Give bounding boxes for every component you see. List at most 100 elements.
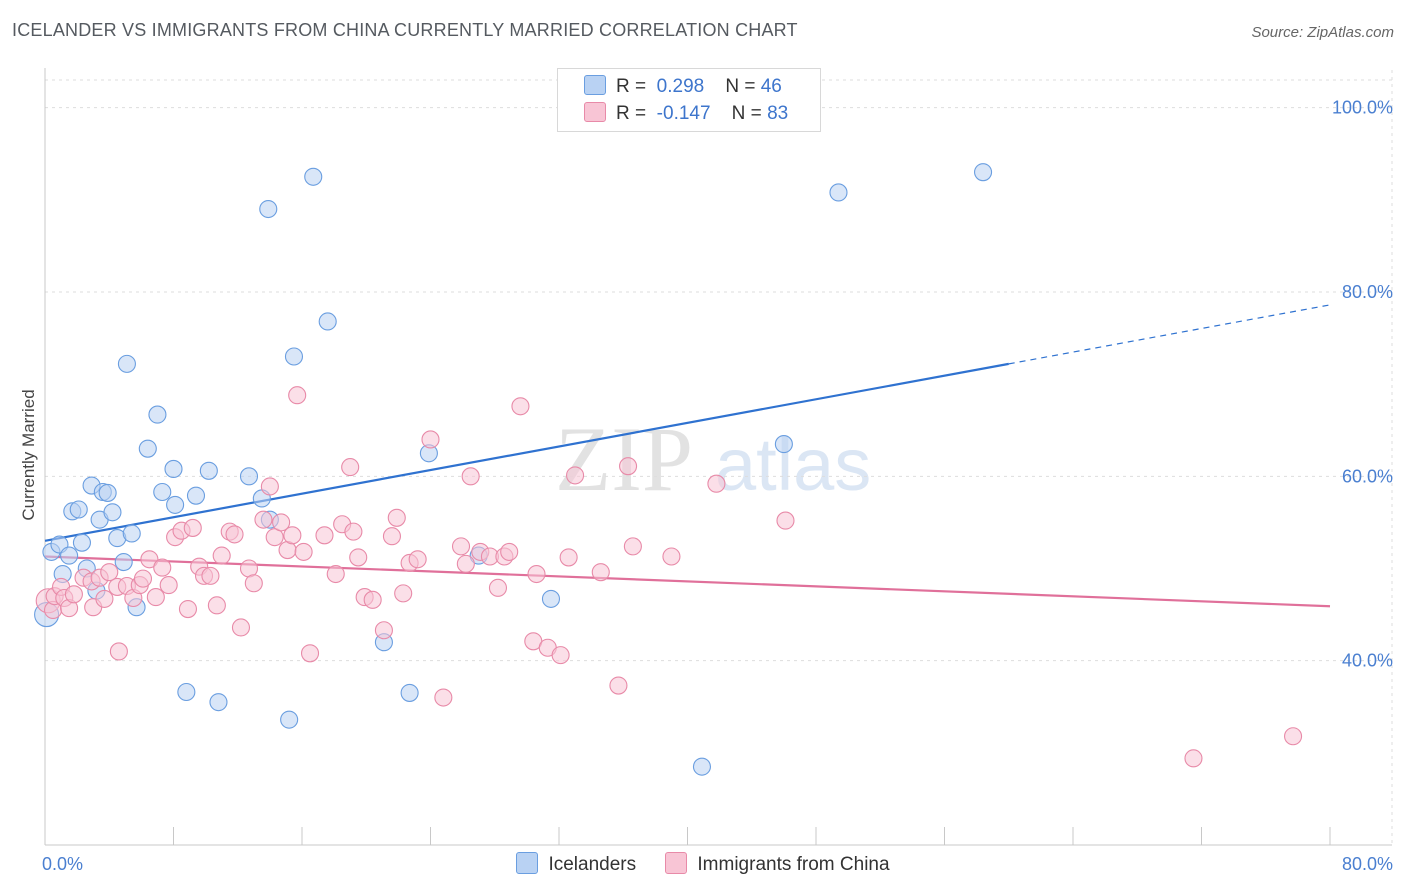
n-value: 83 bbox=[767, 103, 789, 124]
china-point bbox=[394, 584, 413, 603]
china-point bbox=[551, 646, 570, 665]
china-point bbox=[776, 511, 795, 530]
china-point bbox=[421, 430, 440, 449]
china-point bbox=[1184, 749, 1203, 768]
china-point bbox=[456, 554, 475, 573]
china-point bbox=[178, 599, 198, 619]
y-tick-label: 80.0% bbox=[1342, 282, 1393, 302]
icelander-point bbox=[166, 495, 185, 514]
legend-item-china[interactable]: Immigrants from China bbox=[665, 852, 890, 876]
china-point bbox=[146, 588, 165, 607]
china-point bbox=[283, 526, 302, 545]
icelander-point bbox=[774, 435, 793, 454]
china-point bbox=[707, 474, 726, 493]
icelander-point bbox=[400, 683, 419, 702]
icelander-point bbox=[98, 483, 117, 502]
china-point bbox=[212, 546, 231, 565]
y-axis-label: Currently Married bbox=[19, 389, 38, 520]
china-point bbox=[623, 537, 642, 556]
icelander-trend-extension bbox=[1008, 304, 1331, 365]
icelander-point bbox=[186, 486, 206, 505]
x-tick-label: 0.0% bbox=[42, 854, 83, 874]
china-point bbox=[95, 589, 114, 608]
icelander-point bbox=[72, 533, 91, 552]
china-point bbox=[254, 510, 273, 529]
icelander-point bbox=[164, 459, 183, 479]
icelander-point bbox=[117, 354, 136, 373]
china-trend-line bbox=[44, 555, 1331, 608]
icelander-point bbox=[69, 500, 88, 519]
china-point bbox=[140, 550, 159, 569]
china-point bbox=[159, 576, 178, 595]
china-point bbox=[272, 513, 291, 532]
icelander-point bbox=[199, 461, 218, 480]
icelander-point bbox=[541, 589, 561, 608]
trend-lines bbox=[44, 304, 1331, 608]
icelander-point bbox=[259, 199, 278, 219]
china-point bbox=[662, 547, 681, 566]
chart-title: ICELANDER VS IMMIGRANTS FROM CHINA CURRE… bbox=[12, 20, 798, 40]
legend-label: Immigrants from China bbox=[697, 854, 890, 875]
icelander-point bbox=[318, 312, 337, 331]
r-value: -0.147 bbox=[656, 103, 711, 124]
china-point bbox=[559, 548, 578, 567]
axes bbox=[44, 68, 1392, 846]
icelander-point bbox=[114, 552, 133, 572]
y-tick-label: 40.0% bbox=[1342, 651, 1393, 671]
china-point bbox=[133, 569, 153, 588]
legend-label: Icelanders bbox=[548, 854, 637, 875]
icelander-point bbox=[973, 163, 993, 182]
china-point bbox=[244, 574, 263, 593]
legend-item-icelanders[interactable]: Icelanders bbox=[516, 852, 636, 876]
china-point bbox=[344, 522, 363, 541]
china-point bbox=[64, 585, 83, 604]
icelander-point bbox=[304, 167, 323, 186]
china-point bbox=[300, 644, 320, 663]
china-point bbox=[609, 676, 628, 695]
china-point bbox=[341, 458, 360, 477]
icelander-point bbox=[239, 467, 259, 486]
china-point bbox=[100, 563, 119, 582]
china-point bbox=[591, 563, 610, 582]
icelander-point bbox=[153, 482, 172, 502]
x-tick-label: 80.0% bbox=[1342, 854, 1393, 874]
china-point bbox=[207, 596, 226, 615]
n-label: N = bbox=[725, 76, 756, 97]
china-point bbox=[201, 566, 220, 585]
stats-legend: R = 0.298 N = 46 R = -0.147 N = 83 bbox=[557, 68, 821, 132]
china-point bbox=[349, 548, 368, 567]
blue-swatch-icon bbox=[516, 852, 539, 874]
china-point bbox=[619, 457, 638, 476]
china-point bbox=[511, 397, 530, 416]
pink-swatch-icon bbox=[665, 852, 688, 874]
icelander-point bbox=[692, 757, 712, 776]
icelander-point bbox=[284, 347, 304, 366]
icelander-point bbox=[177, 682, 196, 702]
n-label: N = bbox=[731, 103, 762, 124]
n-value: 46 bbox=[760, 76, 782, 97]
icelander-point bbox=[829, 183, 848, 202]
china-point bbox=[183, 518, 202, 537]
china-point bbox=[260, 477, 279, 496]
china-point bbox=[500, 542, 519, 561]
icelander-point bbox=[138, 439, 157, 458]
china-point bbox=[225, 525, 244, 544]
china-point bbox=[566, 466, 585, 485]
r-label: R = bbox=[616, 103, 647, 124]
r-label: R = bbox=[616, 76, 647, 97]
china-point bbox=[231, 618, 251, 637]
china-point bbox=[153, 558, 172, 577]
china-point bbox=[387, 508, 406, 527]
icelander-point bbox=[60, 546, 79, 565]
stats-row-icelanders: R = 0.298 N = 46 bbox=[584, 75, 782, 97]
watermark: ZIP atlas bbox=[555, 408, 871, 510]
china-point bbox=[451, 537, 471, 556]
stats-row-china: R = -0.147 N = 83 bbox=[584, 102, 788, 124]
r-value: 0.298 bbox=[656, 76, 705, 97]
icelander-point bbox=[280, 710, 299, 729]
china-point bbox=[374, 621, 393, 640]
tick-labels: 40.0% 60.0% 80.0% 100.0% 0.0% 80.0% bbox=[42, 98, 1393, 874]
china-point bbox=[109, 642, 128, 661]
blue-swatch-icon bbox=[584, 75, 606, 95]
